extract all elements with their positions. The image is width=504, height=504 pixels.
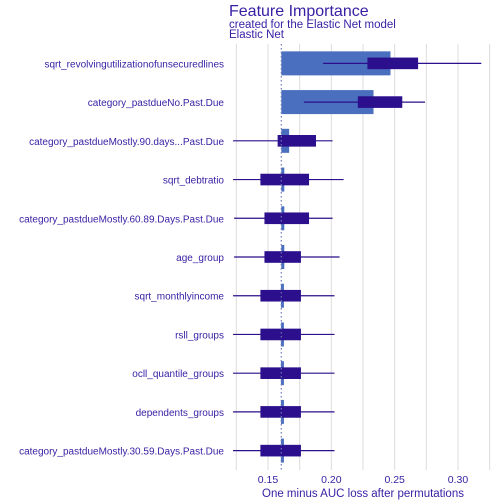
x-tick-label: 0.15	[258, 474, 279, 486]
chart-subtitle: created for the Elastic Net model	[229, 19, 396, 31]
boxplot-box	[260, 289, 301, 302]
category-label: sqrt_revolvingutilizationofunsecuredline…	[44, 59, 224, 70]
x-axis-label: One minus AUC loss after permutations	[262, 488, 464, 500]
category-label: category_pastdueMostly.60.89.Days.Past.D…	[19, 214, 224, 225]
category-label: category_pastdueMostly.30.59.Days.Past.D…	[19, 447, 224, 458]
facet-label: Elastic Net	[229, 29, 284, 41]
boxplot-box	[264, 251, 301, 263]
boxplot-box	[260, 173, 310, 186]
boxplot-box	[277, 135, 317, 147]
category-label: category_pastdueNo.Past.Due	[88, 98, 225, 109]
category-label: rsll_groups	[175, 330, 224, 341]
x-tick-label: 0.20	[321, 474, 342, 486]
category-label: ocll_quantile_groups	[132, 369, 224, 380]
boxplot-box	[260, 328, 301, 341]
category-label: category_pastdueMostly.90.days...Past.Du…	[29, 137, 224, 148]
chart-title: Feature Importance	[229, 3, 369, 20]
category-label: dependents_groups	[136, 408, 224, 419]
boxplot-box	[264, 212, 310, 225]
boxplot-box	[260, 406, 301, 418]
category-label: sqrt_debtratio	[163, 176, 225, 187]
category-label: age_group	[176, 253, 224, 264]
category-label: sqrt_monthlyincome	[135, 292, 225, 303]
boxplot-box	[357, 96, 403, 108]
x-tick-label: 0.30	[448, 474, 469, 486]
x-tick-label: 0.25	[384, 474, 405, 486]
boxplot-box	[260, 367, 301, 379]
boxplot-box	[367, 57, 419, 70]
boxplot-box	[260, 444, 301, 457]
